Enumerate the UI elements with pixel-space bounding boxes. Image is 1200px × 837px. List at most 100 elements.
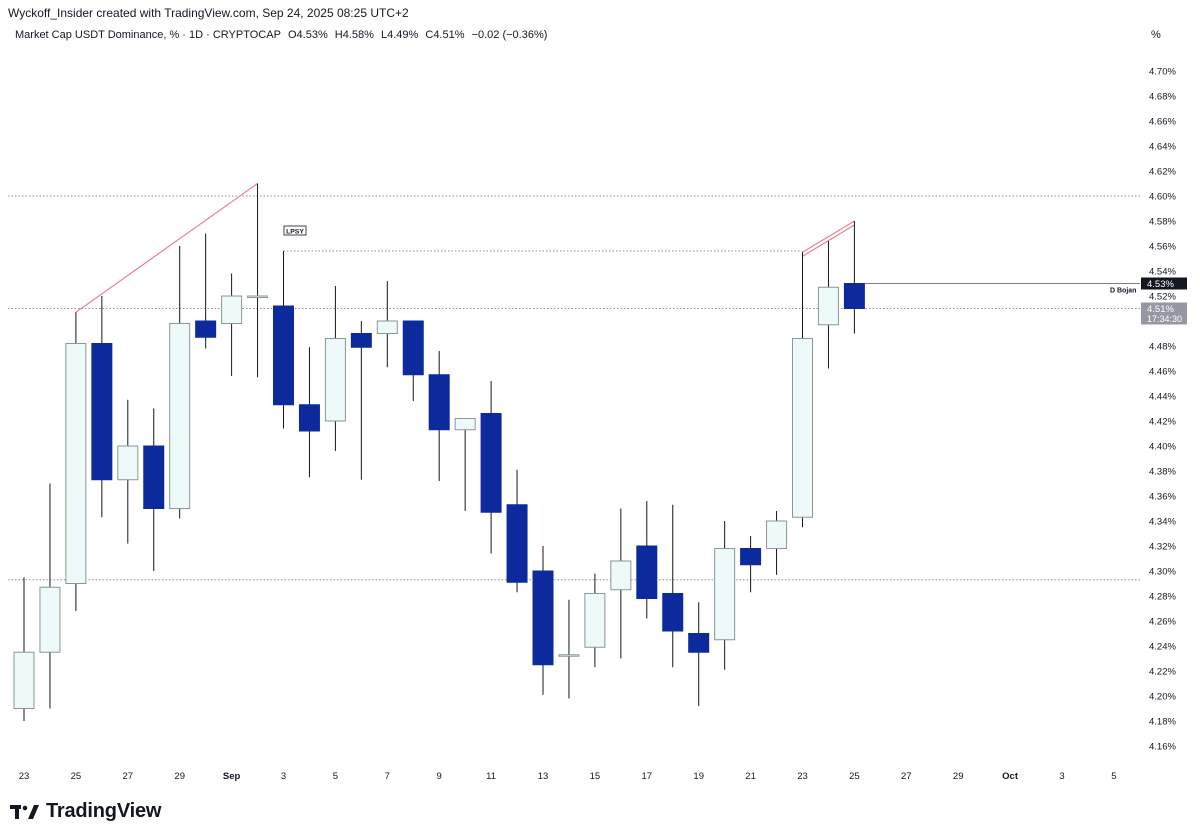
current-price-tag-label: 4.53% [1147,279,1174,290]
candle-body [740,548,762,566]
time-tick-label: 13 [538,771,549,782]
candle-body [324,338,346,422]
candle-body [13,651,35,709]
d-bojan-label: D Bojan [1110,288,1136,295]
candle-aug-27[interactable] [117,399,139,544]
tradingview-logo[interactable]: TradingView [10,800,161,823]
legend-change: −0.02 (−0.36%) [471,29,548,41]
candle-sep-10[interactable] [480,381,502,554]
candle-body [428,374,450,431]
tradingview-brand: TradingView [46,800,162,822]
bar-countdown-label: 17:34:30 [1147,314,1182,324]
price-tick-label: 4.60% [1149,192,1176,203]
candle-sep-8[interactable] [428,351,450,481]
price-scale-unit: % [1151,29,1161,41]
price-tick-label: 4.28% [1149,592,1176,603]
price-tick-label: 4.30% [1149,567,1176,578]
price-tick-label: 4.68% [1149,92,1176,103]
time-tick-label: 29 [174,771,185,782]
annotations: LPSY D Bojan 4.53% 4.51%17:34:30 [283,225,1187,325]
candle-body [247,295,269,298]
candle-aug-25[interactable] [65,312,87,611]
candle-sep-14[interactable] [584,573,606,668]
candle-aug-24[interactable] [39,483,61,709]
candle-sep-16[interactable] [636,501,658,619]
trendline-left[interactable] [75,183,258,313]
lpsy-label-box[interactable] [283,225,307,236]
candle-sep-18[interactable] [688,602,710,706]
time-tick-label: 7 [385,771,390,782]
candle-sep-24[interactable] [843,221,865,334]
candle-sep-1[interactable] [247,183,269,378]
candle-aug-23[interactable] [13,577,35,721]
symbol-legend: Market Cap USDT Dominance, % · 1D · CRYP… [15,29,551,41]
candle-aug-29[interactable] [169,246,191,519]
price-tick-label: 4.16% [1149,742,1176,753]
time-axis: 23 25 27 29 Sep 3 5 7 9 11 13 15 17 19 21 23 25 27 29 Oct 3 5 [19,771,1117,782]
candle-sep-15[interactable] [610,508,632,659]
candle-body [298,404,320,432]
candle-sep-19[interactable] [714,521,736,670]
candle-body [766,520,788,549]
candle-sep-17[interactable] [662,504,684,668]
candle-sep-21[interactable] [766,511,788,575]
candle-body [117,445,139,481]
time-tick-label: 25 [71,771,82,782]
current-price-tag[interactable] [1141,277,1187,290]
candle-sep-22[interactable] [792,252,813,528]
price-tick-label: 4.62% [1149,167,1176,178]
candle-aug-30[interactable] [195,233,217,349]
price-axis: 4.16% 4.18% 4.20% 4.22% 4.24% 4.26% 4.28% 4.30%… [1149,67,1176,753]
price-tick-label: 4.40% [1149,442,1176,453]
price-tick-label: 4.54% [1149,267,1176,278]
price-tick-label: 4.44% [1149,392,1176,403]
trendline-right-upper[interactable] [802,220,855,253]
candle-sep-12[interactable] [532,546,554,695]
candle-body [662,593,684,632]
candle-body [688,633,710,653]
candle-sep-3[interactable] [298,347,320,478]
candle-aug-31[interactable] [221,273,243,377]
price-tick-label: 4.24% [1149,642,1176,653]
legend-close: C4.51% [425,29,465,41]
candle-sep-20[interactable] [740,536,762,593]
candle-body [817,286,839,326]
candle-sep-11[interactable] [506,469,528,593]
candle-body [221,295,243,324]
candle-body [558,654,580,657]
candle-sep-5[interactable] [350,321,372,480]
candle-sep-2[interactable] [273,251,294,429]
trendline-right-lower[interactable] [802,224,855,257]
candle-body [195,320,217,338]
chart-attribution: Wyckoff_Insider created with TradingView… [8,6,409,20]
candle-sep-4[interactable] [324,286,346,451]
price-tick-label: 4.36% [1149,492,1176,503]
candle-body [402,320,424,376]
candles [13,183,865,721]
last-close-tag[interactable] [1141,302,1187,325]
candle-sep-6[interactable] [376,281,398,368]
candle-aug-26[interactable] [91,296,113,518]
candle-body [610,560,632,591]
candle-body [169,323,191,509]
candle-body [792,338,813,518]
candle-sep-9[interactable] [454,418,476,512]
time-tick-label: 23 [797,771,808,782]
price-tick-label: 4.56% [1149,242,1176,253]
time-tick-label: 27 [901,771,912,782]
candle-aug-28[interactable] [143,408,165,572]
symbol-name[interactable]: Market Cap USDT Dominance, % · 1D · CRYP… [15,29,281,41]
tradingview-logo-icon [10,804,39,819]
candle-sep-13[interactable] [558,599,580,699]
candle-sep-7[interactable] [402,320,424,401]
candle-sep-23[interactable] [817,241,839,369]
time-tick-label: 9 [437,771,442,782]
last-close-tag-label: 4.51% [1147,304,1174,315]
time-tick-label: Sep [223,771,241,782]
candle-body [584,593,606,648]
time-tick-label: 25 [849,771,860,782]
candle-body [143,445,165,509]
price-tick-label: 4.22% [1149,667,1176,678]
time-tick-label: 21 [745,771,756,782]
